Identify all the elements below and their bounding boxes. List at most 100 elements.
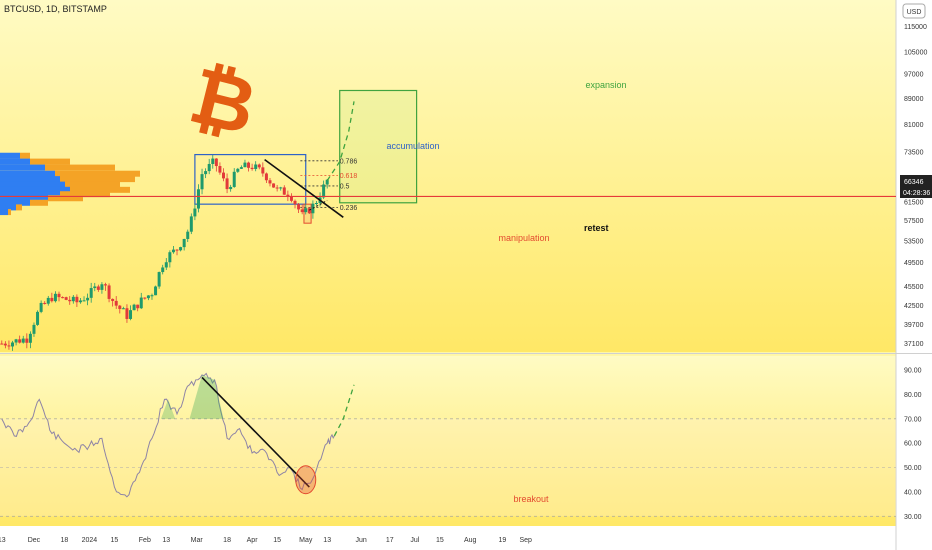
volume-profile-bar-blue: [0, 170, 55, 177]
time-tick-label: May: [299, 537, 313, 544]
candle-up: [200, 174, 204, 190]
time-tick-label: Dec: [28, 537, 41, 544]
candle-up: [39, 302, 43, 312]
price-tick-label: 53500: [904, 238, 924, 245]
volume-profile-bar-orange: [65, 181, 120, 188]
candle-down: [114, 300, 118, 306]
candle-up: [132, 304, 136, 311]
volume-profile-bar-blue: [0, 191, 60, 198]
volume-profile-bar-blue: [0, 158, 30, 165]
breakout-circle: [295, 465, 317, 495]
rsi-series: [1, 372, 355, 498]
candle-up: [193, 208, 197, 217]
volume-profile-bar-blue: [0, 181, 65, 188]
price-tick-label: 81000: [904, 122, 924, 129]
candle-up: [182, 238, 186, 248]
candle-down: [264, 173, 268, 181]
candle-up: [161, 267, 165, 273]
rsi-tick-label: 50.00: [904, 465, 922, 472]
rsi-tick-label: 60.00: [904, 441, 922, 448]
volume-profile-bar-orange: [48, 195, 83, 202]
candle-up: [46, 297, 50, 304]
time-tick-label: Jun: [356, 537, 367, 544]
candle-up: [232, 171, 236, 187]
candle-up: [150, 295, 154, 297]
time-tick-label: 18: [223, 537, 231, 544]
candle-up: [11, 342, 15, 347]
candle-up: [239, 167, 243, 169]
rsi-overbought-fill: [160, 399, 176, 419]
candle-down: [289, 196, 293, 201]
candle-up: [21, 338, 25, 343]
candle-up: [78, 300, 82, 303]
volume-profile-bar-blue: [0, 209, 8, 216]
fib-level-label: 0.5: [340, 183, 350, 190]
countdown-badge: [900, 187, 932, 198]
rsi-line: [1, 372, 335, 498]
price-tick-label: 61500: [904, 199, 924, 206]
rsi-tick-label: 40.00: [904, 489, 922, 496]
candle-down: [125, 308, 129, 319]
price-tick-label: 73500: [904, 149, 924, 156]
time-tick-label: Aug: [464, 537, 477, 544]
candle-up: [28, 333, 32, 343]
manipulation-box: [303, 203, 312, 224]
candle-down: [218, 166, 222, 173]
volume-profile-bar-blue: [0, 186, 70, 193]
candle-down: [61, 297, 65, 299]
rsi-tick-label: 90.00: [904, 368, 922, 375]
candle-down: [222, 172, 225, 179]
time-tick-label: Apr: [247, 537, 259, 544]
time-tick-label: 2024: [82, 537, 98, 544]
candle-up: [86, 297, 90, 301]
candle-down: [307, 208, 311, 214]
manipulation-label: manipulation: [498, 233, 549, 243]
volume-profile-bar-orange: [60, 176, 135, 183]
time-tick-label: Mar: [191, 537, 204, 544]
candle-down: [118, 305, 122, 309]
volume-profile-bar-orange: [20, 152, 30, 159]
time-tick-label: Feb: [139, 537, 151, 544]
candle-down: [175, 249, 179, 251]
candle-down: [282, 187, 286, 195]
candle-up: [53, 293, 57, 302]
candle-down: [18, 339, 22, 343]
currency-button[interactable]: [902, 3, 926, 19]
candle-up: [254, 164, 258, 170]
volume-profile-bar-orange: [45, 164, 115, 171]
candle-up: [168, 252, 172, 263]
right-axis-bg: [896, 0, 932, 550]
candle-up: [311, 203, 315, 214]
volume-profile-bar-blue: [0, 152, 20, 159]
countdown-text: 04:28:36: [903, 190, 930, 197]
volume-profile-bar-blue: [0, 199, 30, 206]
price-tick-label: 39700: [904, 322, 924, 329]
volume-profile-bar-orange: [30, 199, 48, 206]
candle-down: [64, 297, 68, 300]
candle-up: [157, 272, 161, 287]
time-tick-label: 15: [273, 537, 281, 544]
candle-up: [32, 324, 36, 334]
price-tick-label: 45500: [904, 284, 924, 291]
candle-down: [3, 343, 7, 346]
candle-down: [275, 187, 279, 189]
candle-up: [154, 286, 158, 296]
volume-profile-bar-blue: [0, 195, 48, 202]
candle-down: [286, 194, 290, 197]
candle-up: [243, 162, 247, 168]
price-tick-label: 42500: [904, 303, 924, 310]
candle-up: [207, 163, 211, 172]
volume-profile-bar-orange: [30, 158, 70, 165]
candle-up: [82, 300, 86, 302]
candle-down: [250, 167, 254, 170]
candle-up: [179, 247, 183, 251]
candle-up: [89, 288, 93, 298]
candle-down: [247, 162, 251, 168]
price-tick-label: 49500: [904, 260, 924, 267]
rsi-tick-label: 70.00: [904, 416, 922, 423]
candle-down: [293, 200, 297, 205]
candle-up: [211, 158, 215, 164]
rsi-panel-bg: [0, 356, 896, 526]
